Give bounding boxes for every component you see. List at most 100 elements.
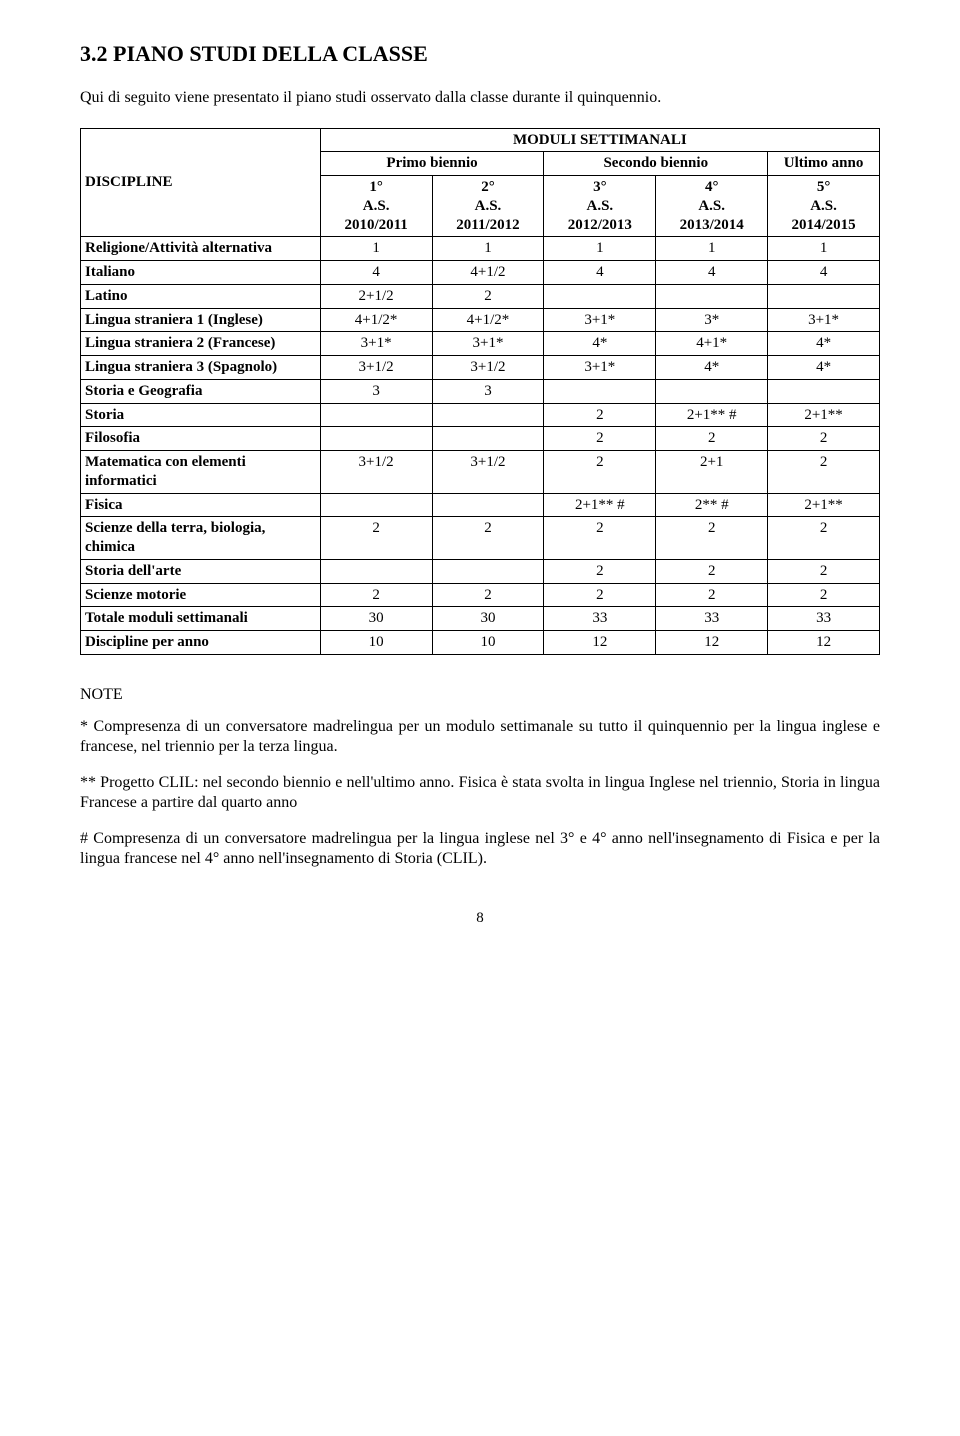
row-label: Storia [81,403,321,427]
year-yy: 2010/2011 [344,217,407,233]
table-cell: 4 [544,261,656,285]
year-yy: 2012/2013 [568,217,632,233]
table-row: Fisica2+1** #2** #2+1** [81,493,880,517]
year-as: A.S. [698,198,725,214]
table-cell: 2 [544,451,656,494]
table-cell: 4* [656,356,768,380]
table-cell: 2 [768,427,880,451]
note-2: ** Progetto CLIL: nel secondo biennio e … [80,773,880,813]
table-cell: 2 [432,517,544,560]
table-row: Lingua straniera 1 (Inglese)4+1/2*4+1/2*… [81,308,880,332]
year-as: A.S. [586,198,613,214]
year-yy: 2011/2012 [456,217,519,233]
row-label: Storia e Geografia [81,379,321,403]
section-title: 3.2 PIANO STUDI DELLA CLASSE [80,40,880,68]
year-5-header: 5° A.S. 2014/2015 [768,176,880,237]
table-cell: 3 [320,379,432,403]
year-as: A.S. [363,198,390,214]
table-cell: 3* [656,308,768,332]
row-label: Scienze motorie [81,583,321,607]
row-label: Lingua straniera 1 (Inglese) [81,308,321,332]
table-cell [432,559,544,583]
table-cell: 4 [656,261,768,285]
table-cell [432,403,544,427]
table-cell: 1 [544,237,656,261]
table-row: Latino2+1/22 [81,284,880,308]
note-3: # Compresenza di un conversatore madreli… [80,829,880,869]
year-4-header: 4° A.S. 2013/2014 [656,176,768,237]
table-cell: 3+1* [544,308,656,332]
row-label: Lingua straniera 2 (Francese) [81,332,321,356]
table-cell [432,493,544,517]
table-cell: 2+1/2 [320,284,432,308]
table-header-super: DISCIPLINE MODULI SETTIMANALI [81,128,880,152]
table-cell: 3+1* [320,332,432,356]
table-cell [544,284,656,308]
table-cell: 2+1** [768,493,880,517]
table-row: Discipline per anno1010121212 [81,631,880,655]
row-label: Scienze della terra, biologia, chimica [81,517,321,560]
row-label: Italiano [81,261,321,285]
table-cell [320,559,432,583]
table-cell [768,379,880,403]
table-cell [768,284,880,308]
row-label: Filosofia [81,427,321,451]
table-cell: 3+1/2 [320,356,432,380]
table-cell: 4* [768,356,880,380]
table-cell: 3+1* [768,308,880,332]
table-row: Scienze della terra, biologia, chimica 2 2… [81,517,880,560]
row-label: Storia dell'arte [81,559,321,583]
row-label: Totale moduli settimanali [81,607,321,631]
table-cell: 3 [432,379,544,403]
page-number: 8 [80,909,880,928]
row-label: Lingua straniera 3 (Spagnolo) [81,356,321,380]
table-cell [656,379,768,403]
table-cell: 1 [656,237,768,261]
table-cell [320,493,432,517]
table-cell: 10 [432,631,544,655]
year-ord: 2° [481,179,495,195]
table-cell: 3+1* [432,332,544,356]
year-yy: 2014/2015 [791,217,855,233]
table-cell: 12 [768,631,880,655]
table-cell: 1 [432,237,544,261]
year-2-header: 2° A.S. 2011/2012 [432,176,544,237]
table-cell [432,427,544,451]
note-1: * Compresenza di un conversatore madreli… [80,717,880,757]
notes-block: * Compresenza di un conversatore madreli… [80,717,880,869]
table-cell: 2 [656,583,768,607]
table-cell: 2+1 [656,451,768,494]
table-cell [544,379,656,403]
row-label: Religione/Attività alternativa [81,237,321,261]
table-cell: 4* [544,332,656,356]
table-cell: 30 [432,607,544,631]
table-cell: 2 [768,517,880,560]
table-cell: 2+1** [768,403,880,427]
year-yy: 2013/2014 [680,217,744,233]
table-cell: 2 [432,284,544,308]
table-cell: 2+1** # [544,493,656,517]
table-row: Totale moduli settimanali3030333333 [81,607,880,631]
table-cell: 33 [656,607,768,631]
table-cell: 33 [768,607,880,631]
table-cell: 1 [320,237,432,261]
table-cell: 2 [656,559,768,583]
table-cell: 2 [544,427,656,451]
table-cell: 10 [320,631,432,655]
row-label: Fisica [81,493,321,517]
table-cell: 1 [768,237,880,261]
table-row: Filosofia222 [81,427,880,451]
year-3-header: 3° A.S. 2012/2013 [544,176,656,237]
table-row: Italiano44+1/2444 [81,261,880,285]
table-row: Lingua straniera 3 (Spagnolo)3+1/23+1/23… [81,356,880,380]
table-cell: 2 [544,559,656,583]
table-cell: 30 [320,607,432,631]
year-ord: 3° [593,179,607,195]
ultimo-anno-header: Ultimo anno [768,152,880,176]
table-row: Matematica con elementi informatici3+1/2… [81,451,880,494]
table-cell [320,403,432,427]
year-as: A.S. [475,198,502,214]
table-cell [656,284,768,308]
table-cell: 2 [656,427,768,451]
table-cell: 4+1/2* [320,308,432,332]
